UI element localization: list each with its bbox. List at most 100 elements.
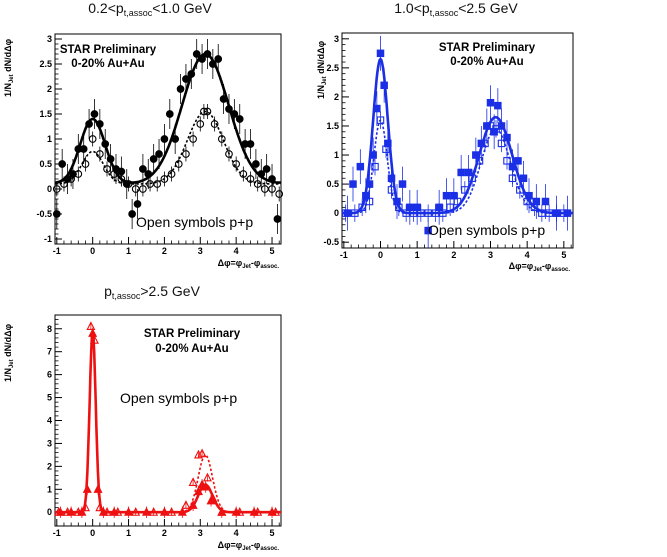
data-point-auau [193, 486, 203, 496]
x-tick-label: 3 [198, 528, 203, 538]
data-point-pp [131, 507, 141, 516]
data-point-auau [144, 170, 153, 178]
data-point-pp [52, 185, 61, 193]
data-point-pp [481, 139, 489, 148]
panel-high-axes: -1 0 1 2 3 4 5 0 1 2 3 4 5 6 7 8 [47, 319, 280, 538]
data-point-auau [457, 168, 465, 177]
data-point-pp [67, 175, 75, 183]
panel-mid-centrality-label: 0-20% Au+Au [450, 56, 523, 68]
data-point-pp [365, 197, 374, 206]
y-tick-label: 1.5 [326, 121, 339, 131]
panel-mid-title: 1.0<pt,assoc<2.5 GeV [394, 0, 518, 18]
data-point-auau [52, 210, 61, 218]
data-point-pp [417, 209, 425, 217]
data-point-auau [384, 139, 392, 148]
y-tick-label: 4 [47, 416, 52, 426]
data-point-auau [525, 191, 533, 200]
data-point-pp [203, 107, 212, 116]
fit-curve-auau [55, 330, 281, 514]
y-tick-label: 0 [334, 208, 339, 218]
data-point-pp [446, 203, 454, 212]
data-point-pp [113, 507, 123, 516]
data-point-auau [124, 507, 134, 516]
data-point-auau [387, 174, 396, 183]
data-point-pp [89, 335, 99, 344]
data-point-pp [351, 209, 359, 217]
x-tick-label: 2 [162, 528, 167, 538]
data-point-pp [530, 203, 539, 212]
data-point-pp [545, 209, 553, 217]
data-point-auau [88, 328, 98, 337]
data-point-pp [382, 145, 390, 153]
panel-high-xlabel: Δφ=φJet-φassoc. [218, 540, 280, 552]
panel-high-centrality-label: 0-20% Au+Au [155, 343, 228, 355]
x-tick-label: 0 [90, 246, 95, 256]
panel-low-axes: -1 0 1 2 3 4 5 -1 -0.5 0 0.5 1 1.5 2 2.5 3 [36, 34, 280, 256]
x-tick-label: -1 [53, 528, 61, 538]
data-point-pp [131, 185, 140, 193]
data-point-pp [88, 135, 97, 143]
x-tick-label: 1 [415, 250, 420, 260]
data-point-pp [149, 507, 159, 516]
data-point-pp [73, 507, 83, 516]
data-point-auau [58, 160, 67, 168]
y-tick-label: 1.5 [39, 109, 52, 119]
data-point-auau [532, 197, 541, 206]
data-point-pp [492, 125, 500, 133]
panel-high-ylabel: 1/NJet dN/dΔφ [3, 323, 15, 382]
fit-curve-auau [55, 52, 282, 184]
data-point-auau [149, 155, 158, 163]
data-point-pp [453, 197, 462, 206]
data-point-pp [341, 209, 350, 217]
x-tick-label: 0 [90, 528, 95, 538]
data-point-pp [80, 502, 90, 512]
data-point-auau [514, 157, 522, 165]
data-point-pp [217, 135, 226, 143]
y-tick-label: 3 [334, 34, 339, 44]
y-tick-label: 2.5 [39, 59, 52, 69]
data-point-pp [503, 157, 511, 165]
x-tick-label: 3 [198, 246, 203, 256]
data-point-pp [497, 139, 506, 148]
panel-mid-points [341, 35, 572, 248]
x-tick-label: 5 [270, 246, 275, 256]
y-tick-label: 5 [47, 393, 52, 403]
y-tick-label: -0.5 [323, 237, 339, 247]
data-point-pp [63, 507, 73, 516]
data-point-auau [106, 155, 115, 163]
data-point-pp [124, 180, 133, 188]
data-point-auau [155, 150, 163, 158]
data-point-auau [176, 85, 185, 93]
data-point-auau [139, 165, 147, 173]
data-point-auau [541, 197, 550, 206]
data-point-pp [60, 180, 68, 188]
fit-curve-auau [342, 57, 573, 215]
data-point-auau [343, 209, 352, 217]
panel-mid-curves [342, 57, 573, 215]
panel-mid-open-symbols-note: Open symbols p+p [428, 222, 545, 238]
data-point-auau [225, 105, 233, 113]
data-point-pp [74, 170, 83, 178]
data-point-auau [90, 110, 99, 118]
data-point-pp [271, 507, 281, 516]
data-point-auau [177, 507, 187, 516]
panel-high-title: pt,assoc>2.5 GeV [104, 283, 201, 301]
data-point-pp [461, 186, 469, 194]
data-point-pp [188, 477, 198, 486]
data-point-auau [424, 226, 432, 235]
x-tick-label: 3 [488, 250, 493, 260]
data-point-pp [181, 500, 191, 509]
panel-high-open-symbols-note: Open symbols p+p [120, 390, 237, 406]
data-point-auau [93, 484, 103, 493]
data-point-pp [160, 175, 169, 183]
data-point-auau [257, 170, 266, 178]
data-point-pp [54, 507, 64, 516]
y-tick-label: 0 [47, 184, 52, 194]
data-point-auau [349, 180, 357, 188]
panel-mid-axes: -1 0 1 2 3 4 5 -0.5 0 0.5 1 1.5 2 2.5 3 [323, 34, 572, 260]
data-point-auau [171, 135, 180, 143]
data-point-auau [365, 180, 374, 188]
data-point-auau [214, 55, 223, 63]
x-tick-label: 4 [234, 246, 239, 256]
y-tick-label: 7 [47, 347, 52, 357]
